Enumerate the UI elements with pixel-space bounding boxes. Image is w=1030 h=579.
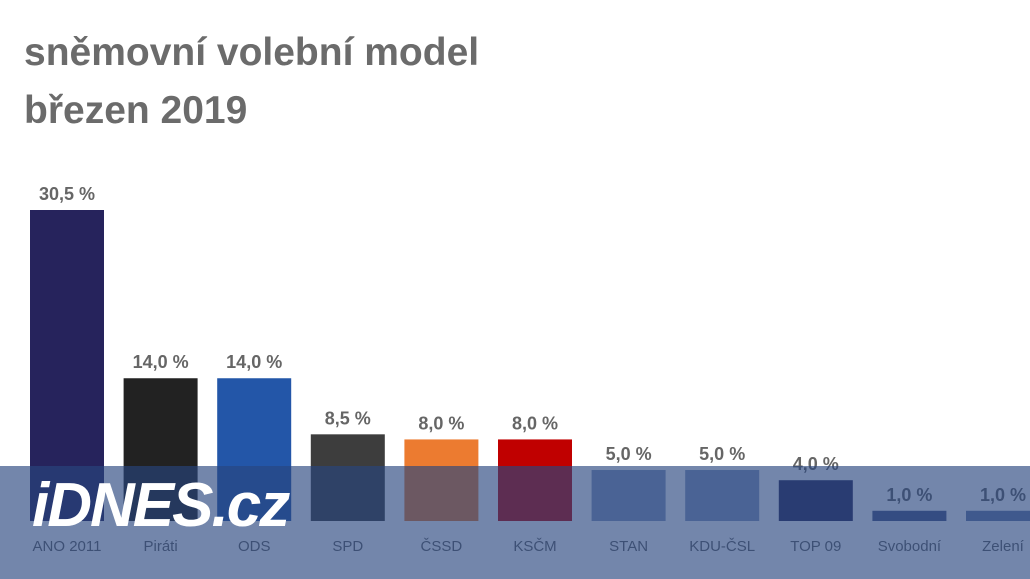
data-label: 14,0 % bbox=[226, 352, 282, 372]
data-label: 5,0 % bbox=[606, 444, 652, 464]
idnes-logo: iDNES.cz bbox=[32, 471, 290, 540]
data-label: 30,5 % bbox=[39, 184, 95, 204]
chart-subtitle: březen 2019 bbox=[24, 89, 248, 132]
data-label: 8,5 % bbox=[325, 408, 371, 428]
data-label: 8,0 % bbox=[512, 413, 558, 433]
data-label: 8,0 % bbox=[418, 413, 464, 433]
chart-title: sněmovní volební model bbox=[24, 31, 480, 74]
data-label: 5,0 % bbox=[699, 444, 745, 464]
watermark-band bbox=[0, 466, 1030, 579]
data-label: 14,0 % bbox=[133, 352, 189, 372]
